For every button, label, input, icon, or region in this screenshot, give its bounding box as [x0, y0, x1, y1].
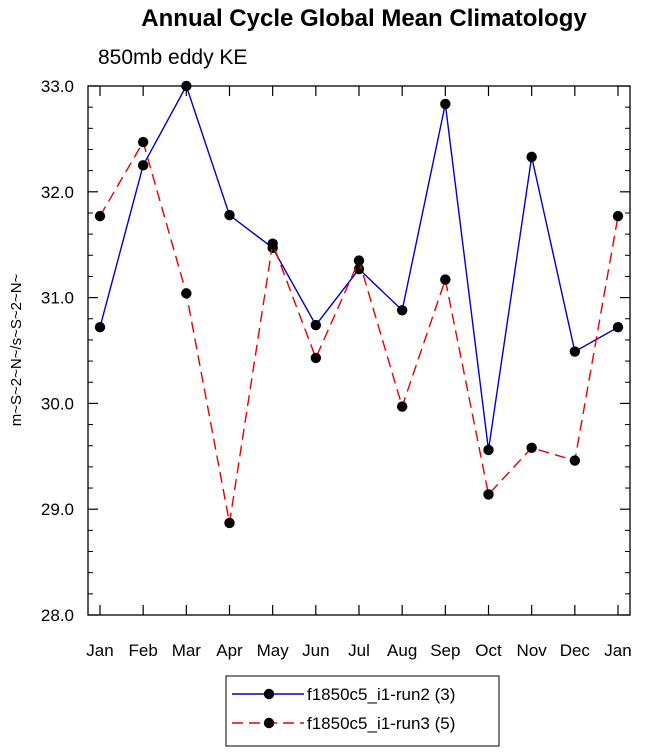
plot-frame	[87, 85, 631, 616]
y-tick-label: 28.0	[41, 606, 74, 625]
y-tick-label: 33.0	[41, 77, 74, 96]
data-point	[483, 444, 494, 456]
x-tick-label: Aug	[387, 641, 417, 660]
x-tick-label: Jan	[604, 641, 631, 660]
x-tick-label: Feb	[129, 641, 158, 660]
chart-title: Annual Cycle Global Mean Climatology	[141, 5, 587, 32]
x-tick-label: Apr	[216, 641, 243, 660]
data-point	[612, 210, 624, 222]
data-point	[483, 489, 494, 500]
series-2	[94, 136, 624, 529]
data-point	[137, 136, 149, 148]
legend-label-1: f1850c5_i1-run2 (3)	[307, 685, 455, 704]
legend-label-2: f1850c5_i1-run3 (5)	[307, 714, 455, 733]
x-tick-label: Jun	[302, 641, 329, 660]
data-point	[94, 322, 106, 333]
legend: f1850c5_i1-run2 (3) f1850c5_i1-run3 (5)	[225, 675, 500, 747]
x-tick-label: Mar	[172, 641, 202, 660]
data-point	[569, 346, 581, 357]
x-tick-label: Jan	[86, 641, 113, 660]
data-point	[526, 442, 537, 454]
axis-ticks	[88, 85, 630, 616]
data-point	[353, 255, 365, 266]
x-tick-label: Sep	[430, 641, 460, 660]
legend-box	[225, 675, 500, 747]
data-point	[526, 151, 537, 163]
data-point	[353, 263, 365, 275]
data-point	[396, 305, 408, 316]
y-tick-label: 30.0	[41, 394, 74, 413]
data-point	[310, 352, 322, 364]
data-point	[137, 160, 149, 171]
y-tick-label: 32.0	[41, 183, 74, 202]
chart-subtitle: 850mb eddy KE	[98, 46, 247, 69]
x-tick-label: Oct	[475, 641, 502, 660]
data-point	[224, 517, 235, 529]
x-tick-label: May	[257, 641, 290, 660]
legend-marker-2	[263, 717, 275, 729]
data-point	[94, 210, 106, 222]
legend-marker-1	[263, 688, 275, 700]
series-1	[94, 80, 624, 456]
data-point	[224, 209, 235, 221]
axis-tick-labels: 28.0 29.0 30.0 31.0 32.0 33.0 Jan Feb Mar Apr May J…	[41, 77, 632, 660]
data-point	[440, 98, 451, 110]
y-axis-label: m~S~2~N~/s~S~2~N~	[8, 273, 25, 426]
x-tick-label: Nov	[517, 641, 548, 660]
x-tick-label: Jul	[348, 641, 370, 660]
series-layer	[94, 80, 624, 529]
data-point	[569, 455, 581, 466]
y-tick-label: 29.0	[41, 500, 74, 519]
y-tick-label: 31.0	[41, 289, 74, 308]
data-point	[310, 319, 322, 331]
data-point	[396, 401, 408, 412]
data-point	[612, 322, 624, 333]
data-point	[440, 274, 451, 285]
x-tick-label: Dec	[560, 641, 591, 660]
data-point	[267, 238, 278, 249]
series-line-2	[99, 140, 619, 524]
data-point	[181, 288, 192, 299]
